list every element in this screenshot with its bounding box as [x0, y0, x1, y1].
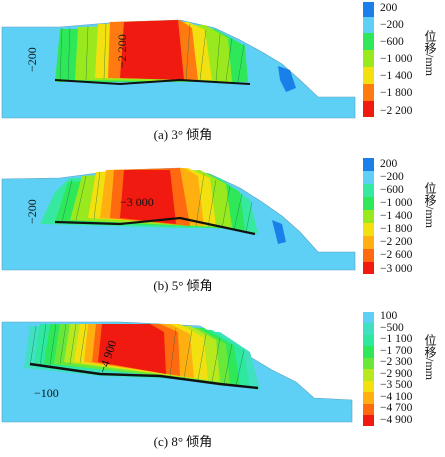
colorbar-a-label-3: −1 000	[380, 53, 413, 65]
colorbar-c-label-7: −4 100	[380, 391, 413, 403]
contour-label-b-1: −200	[25, 199, 39, 224]
caption-a: (a) 3° 倾角	[153, 127, 213, 142]
contour-label-a-2: −2 200	[115, 34, 129, 68]
unit-label-b: 位移/mm	[423, 182, 437, 229]
colorbar-c-label-8: −4 700	[380, 402, 413, 414]
unit-label-a: 位移/mm	[423, 30, 437, 77]
colorbar-b-label-7: −2 600	[380, 249, 413, 261]
weak-layer-a	[54, 78, 251, 86]
caption-c: (c) 8° 倾角	[153, 434, 213, 449]
panel-c: −100 −4 900 100 −500 −1 100 −1 700 −2 30…	[0, 304, 445, 456]
panel-a: −200 −2 200 200 −200 −600 −1 000 −1 400 …	[0, 0, 445, 152]
colorbar-c-label-0: 100	[380, 310, 398, 322]
contour-label-c-1: −100	[34, 386, 59, 400]
colorbar-c-label-2: −1 100	[380, 333, 413, 345]
colorbar-c-label-3: −1 700	[380, 345, 413, 357]
caption-b: (b) 5° 倾角	[153, 278, 213, 293]
colorbar-a: 200 −200 −600 −1 000 −1 400 −1 800 −2 20…	[363, 2, 413, 117]
colorbar-c: 100 −500 −1 100 −1 700 −2 300 −2 900 −3 …	[363, 310, 413, 426]
colorbar-c-label-5: −2 900	[380, 368, 413, 380]
colorbar-c-label-9: −4 900	[380, 414, 413, 426]
colorbar-b-label-4: −1 400	[380, 210, 413, 222]
blue-pocket-a	[278, 66, 296, 92]
unit-label-c: 位移/mm	[423, 334, 437, 381]
contour-plot-a: −200 −2 200 200 −200 −600 −1 000 −1 400 …	[1, 2, 413, 119]
colorbar-a-label-6: −2 200	[380, 105, 413, 117]
colorbar-b: 200 −200 −600 −1 000 −1 400 −1 800 −2 20…	[363, 158, 413, 275]
colorbar-b-label-2: −600	[380, 184, 404, 196]
contour-label-b-2: −3 000	[120, 195, 154, 209]
colorbar-b-label-1: −200	[380, 171, 404, 183]
colorbar-a-label-5: −1 800	[380, 87, 413, 99]
contour-plot-c: −100 −4 900 100 −500 −1 100 −1 700 −2 30…	[1, 310, 413, 426]
colorbar-b-label-8: −3 000	[380, 263, 413, 275]
contour-label-a-1: −200	[25, 47, 39, 72]
colorbar-c-label-1: −500	[380, 322, 404, 334]
colorbar-b-label-3: −1 000	[380, 197, 413, 209]
colorbar-a-label-0: 200	[380, 2, 398, 14]
colorbar-b-label-5: −1 800	[380, 223, 413, 235]
colorbar-c-label-4: −2 300	[380, 356, 413, 368]
colorbar-c-label-6: −3 500	[380, 379, 413, 391]
colorbar-a-label-2: −600	[380, 36, 404, 48]
contour-plot-b: −200 −3 000 200 −200 −600 −1 000 −1 400 …	[1, 158, 413, 275]
colorbar-b-label-6: −2 200	[380, 236, 413, 248]
colorbar-a-label-4: −1 400	[380, 70, 413, 82]
weak-layer-c	[29, 362, 259, 390]
colorbar-b-label-0: 200	[380, 158, 398, 170]
colorbar-a-label-1: −200	[380, 19, 404, 31]
panel-b: −200 −3 000 200 −200 −600 −1 000 −1 400 …	[0, 152, 445, 304]
blue-pocket-b	[272, 220, 286, 244]
weak-layer-b	[54, 216, 256, 236]
